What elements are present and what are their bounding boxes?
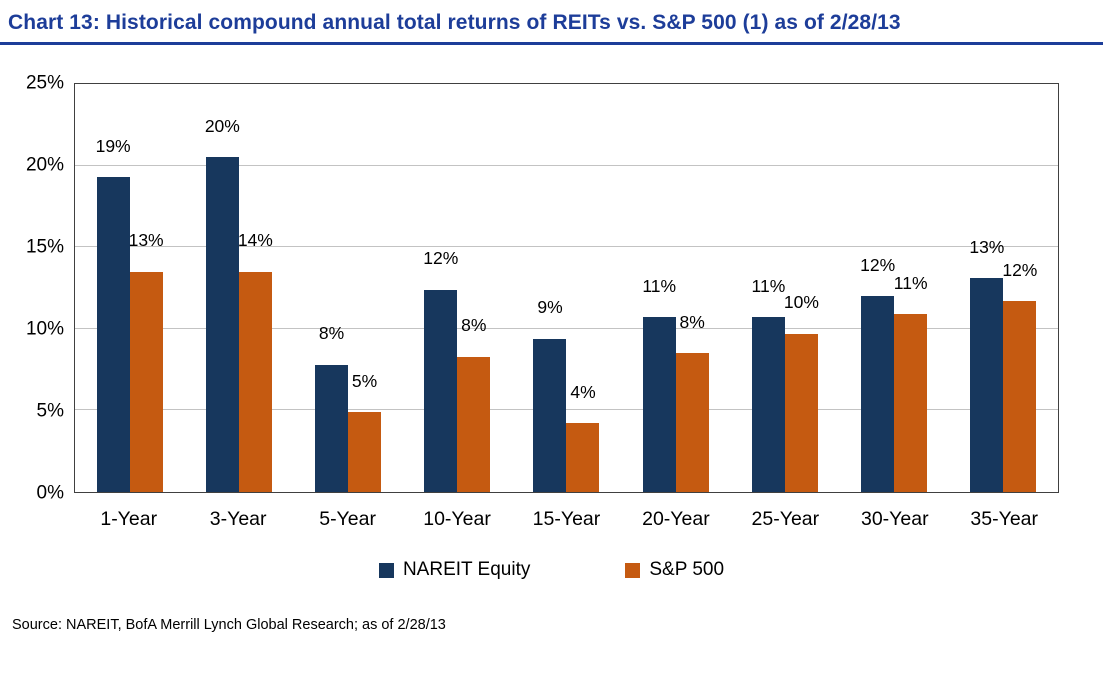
bar-group: 8% 5% xyxy=(293,84,402,492)
legend-item-sp500: S&P 500 xyxy=(625,559,724,581)
bar-value-label: 5% xyxy=(351,370,378,391)
bar-value-label: 4% xyxy=(570,381,596,402)
bar-value-label: 12% xyxy=(1002,259,1038,280)
bar-chart: 0% 5% 10% 15% 20% 25% 19% 13% 20% 14% 8% 5% 12% 8% 9%… xyxy=(12,74,1059,531)
source-note: Source: NAREIT, BofA Merrill Lynch Globa… xyxy=(12,617,446,633)
legend: NAREIT Equity S&P 500 xyxy=(0,559,1103,581)
bar-sp500: 14% xyxy=(238,232,273,492)
bar-value-label: 13% xyxy=(128,230,164,251)
bar-value-label: 8% xyxy=(318,323,345,344)
bar-value-label: 11% xyxy=(893,272,928,293)
bar-nareit: 11% xyxy=(642,277,676,492)
y-tick-label: 0% xyxy=(36,482,64,504)
legend-swatch-nareit-icon xyxy=(378,562,394,578)
bar-sp500: 12% xyxy=(1002,261,1037,492)
gridline xyxy=(75,327,1058,329)
bar-nareit: 20% xyxy=(205,117,240,492)
bar-sp500: 8% xyxy=(457,317,491,492)
x-category-label: 25-Year xyxy=(751,508,820,530)
x-category-label: 1-Year xyxy=(100,508,158,530)
bar-group: 20% 14% xyxy=(184,84,293,492)
x-category-label: 20-Year xyxy=(642,508,710,530)
bar-value-label: 8% xyxy=(679,311,705,332)
x-category-label: 3-Year xyxy=(209,508,267,530)
x-category-label: 15-Year xyxy=(532,508,601,530)
bar-value-label: 9% xyxy=(537,297,563,318)
bar-value-label: 19% xyxy=(95,135,131,156)
legend-item-nareit: NAREIT Equity xyxy=(378,559,531,581)
x-category-label: 10-Year xyxy=(423,508,491,530)
bar-nareit: 9% xyxy=(533,299,567,492)
y-axis: 0% 5% 10% 15% 20% 25% xyxy=(12,74,74,503)
bar-group: 12% 8% xyxy=(403,84,512,492)
legend-swatch-sp500-icon xyxy=(625,562,641,578)
gridline xyxy=(75,164,1058,166)
bar-value-label: 20% xyxy=(204,115,240,136)
bar-group: 12% 11% xyxy=(840,84,949,492)
gridline xyxy=(75,409,1058,411)
bar-value-label: 10% xyxy=(783,292,819,313)
bar-sp500: 5% xyxy=(348,372,382,492)
y-tick-label: 15% xyxy=(25,236,64,258)
bar-nareit: 12% xyxy=(860,256,895,492)
y-tick-label: 5% xyxy=(36,400,64,422)
bar-value-label: 11% xyxy=(642,275,677,296)
bar-group: 11% 8% xyxy=(621,84,730,492)
bar-value-label: 8% xyxy=(461,315,487,336)
bar-group: 13% 12% xyxy=(949,84,1058,492)
bar-value-label: 12% xyxy=(423,248,459,269)
bar-nareit: 8% xyxy=(315,325,349,492)
bar-groups: 19% 13% 20% 14% 8% 5% 12% 8% 9% 4% 11% 8% 11% 10% 12% 1… xyxy=(75,84,1058,492)
bar-sp500: 4% xyxy=(566,383,600,492)
bar-value-label: 11% xyxy=(751,275,786,296)
bar-nareit: 12% xyxy=(423,250,458,492)
bar-nareit: 11% xyxy=(752,277,785,492)
bar-nareit: 13% xyxy=(969,238,1004,492)
bar-value-label: 12% xyxy=(860,254,896,275)
plot-area: 19% 13% 20% 14% 8% 5% 12% 8% 9% 4% 11% 8% 11% 10% 12% 1… xyxy=(74,83,1059,493)
legend-label-sp500: S&P 500 xyxy=(649,559,725,580)
gridline xyxy=(75,246,1058,248)
x-category-label: 5-Year xyxy=(319,508,376,530)
x-axis: 1-Year 3-Year 5-Year 10-Year 15-Year 20-Year 2… xyxy=(74,508,1059,531)
chart-title: Chart 13: Historical compound annual tot… xyxy=(8,11,901,34)
bar-value-label: 14% xyxy=(237,230,273,251)
bar-sp500: 8% xyxy=(675,313,709,492)
plot-column: 19% 13% 20% 14% 8% 5% 12% 8% 9% 4% 11% 8% 11% 10% 12% 1… xyxy=(74,83,1059,531)
bar-sp500: 10% xyxy=(784,294,819,492)
bar-sp500: 13% xyxy=(129,232,164,492)
y-tick-label: 25% xyxy=(25,72,64,94)
bar-group: 19% 13% xyxy=(75,84,184,492)
y-tick-label: 20% xyxy=(25,154,64,176)
x-category-label: 30-Year xyxy=(860,508,929,530)
bar-value-label: 13% xyxy=(969,236,1005,257)
bar-nareit: 19% xyxy=(96,137,131,492)
y-tick-label: 10% xyxy=(25,318,64,340)
legend-label-nareit: NAREIT Equity xyxy=(402,559,531,580)
bar-group: 9% 4% xyxy=(512,84,621,492)
x-category-label: 35-Year xyxy=(970,508,1039,530)
bar-group: 11% 10% xyxy=(730,84,839,492)
bar-sp500: 11% xyxy=(894,274,928,492)
title-underline-rule xyxy=(0,42,1103,45)
